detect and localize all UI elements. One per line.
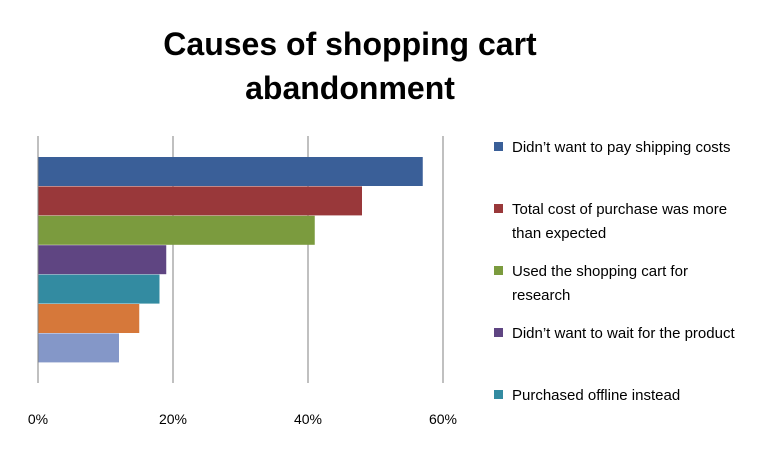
x-tick-label: 0% (27, 411, 49, 427)
legend-swatch (494, 328, 503, 337)
legend-label: Purchased offline instead (512, 387, 681, 404)
legend-item: Didn’t want to wait for the product (494, 322, 744, 384)
bar (38, 215, 315, 245)
x-tick-label: 20% (158, 411, 188, 427)
chart-title: Causes of shopping cart abandonment (163, 26, 537, 106)
legend-swatch (494, 142, 503, 151)
legend-item: Purchased offline instead (494, 384, 744, 446)
legend-label: Didn’t want to pay shipping costs (512, 139, 731, 156)
legend-swatch (494, 204, 503, 213)
bar (38, 245, 167, 275)
bar (38, 304, 140, 333)
legend-item: Used the shopping cart for research (494, 260, 744, 322)
bar (38, 333, 119, 363)
bar (38, 157, 423, 186)
legend-label: Didn’t want to wait for the product (512, 325, 735, 342)
x-tick-label: 60% (428, 411, 458, 427)
legend-item: Didn’t want to pay shipping costs (494, 136, 744, 198)
legend-label: Used the shopping cart for research (512, 263, 688, 304)
legend: Didn’t want to pay shipping costs Total c… (494, 136, 744, 446)
x-tick-label: 40% (293, 411, 323, 427)
legend-swatch (494, 390, 503, 399)
legend-label: Total cost of purchase was more than exp… (512, 201, 728, 242)
legend-swatch (494, 266, 503, 275)
bars (38, 157, 423, 363)
bar (38, 186, 362, 216)
bar (38, 274, 160, 304)
legend-item: Total cost of purchase was more than exp… (494, 198, 744, 260)
